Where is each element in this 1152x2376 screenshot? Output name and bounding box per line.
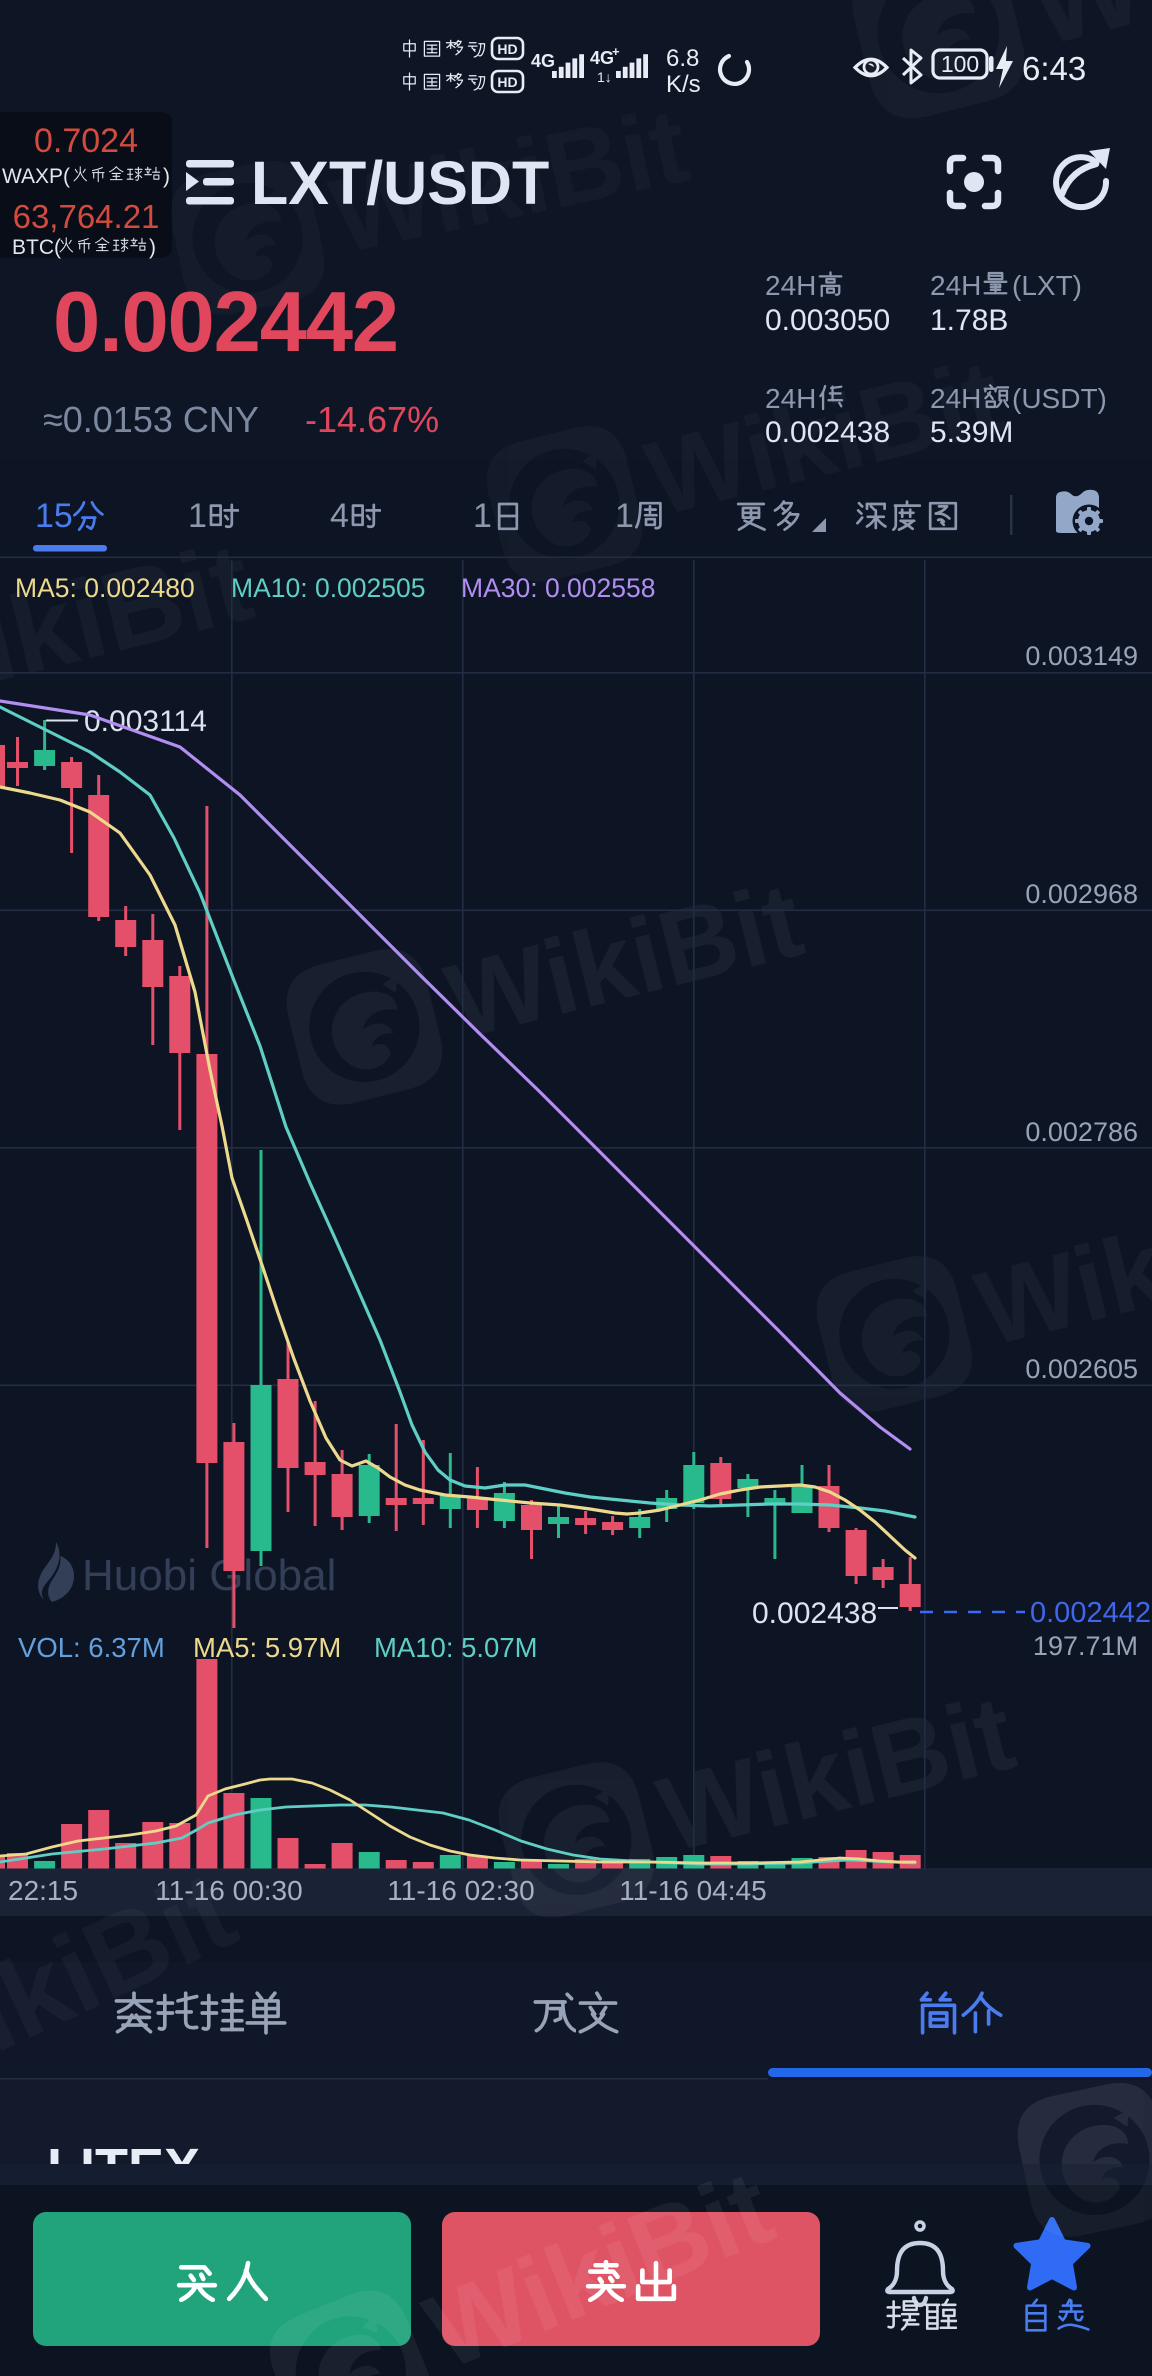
svg-text:4G: 4G — [531, 51, 555, 71]
svg-text:1.78B: 1.78B — [930, 304, 1008, 337]
svg-text:0.002442: 0.002442 — [53, 275, 398, 370]
svg-text:1: 1 — [473, 497, 492, 535]
svg-text:1: 1 — [615, 497, 634, 535]
svg-text:11-16 02:30: 11-16 02:30 — [387, 1875, 534, 1906]
svg-text:22:15: 22:15 — [8, 1875, 78, 1906]
svg-text:0.7024: 0.7024 — [34, 122, 138, 160]
svg-text:K/s: K/s — [666, 71, 701, 98]
svg-text:): ) — [163, 165, 170, 188]
svg-text:(LXT): (LXT) — [1012, 270, 1082, 301]
svg-text:-14.67%: -14.67% — [305, 399, 439, 440]
svg-text:WAXP(: WAXP( — [2, 165, 70, 188]
svg-text:24H: 24H — [930, 383, 981, 414]
svg-text:0.002438: 0.002438 — [765, 416, 890, 449]
svg-text:): ) — [149, 236, 156, 259]
svg-text:100: 100 — [941, 51, 979, 77]
svg-text:4: 4 — [330, 497, 349, 535]
svg-text:1: 1 — [188, 497, 207, 535]
svg-text:VOL: 6.37M: VOL: 6.37M — [18, 1632, 165, 1663]
svg-text:11-16 04:45: 11-16 04:45 — [619, 1875, 766, 1906]
svg-text:0.002605: 0.002605 — [1025, 1354, 1138, 1384]
svg-text:0.003149: 0.003149 — [1025, 641, 1138, 671]
svg-text:0.002438: 0.002438 — [752, 1597, 877, 1630]
svg-text:24H: 24H — [930, 270, 981, 301]
svg-text:11-16 00:30: 11-16 00:30 — [155, 1875, 302, 1906]
svg-text:24H: 24H — [765, 383, 816, 414]
svg-text:0.002786: 0.002786 — [1025, 1117, 1138, 1147]
svg-text:15: 15 — [35, 497, 73, 535]
svg-text:0.002442: 0.002442 — [1030, 1597, 1151, 1629]
svg-text:5.39M: 5.39M — [930, 416, 1013, 449]
svg-text:BTC(: BTC( — [12, 236, 61, 259]
svg-text:1↓: 1↓ — [597, 69, 612, 85]
svg-text:0.002968: 0.002968 — [1025, 879, 1138, 909]
svg-text:MA10: 0.002505: MA10: 0.002505 — [231, 573, 425, 603]
svg-text:HD: HD — [497, 41, 517, 57]
svg-text:HD: HD — [497, 74, 517, 90]
svg-text:Huobi Global: Huobi Global — [82, 1551, 336, 1600]
svg-text:+: + — [612, 44, 620, 59]
svg-text:LXT/USDT: LXT/USDT — [251, 149, 549, 217]
svg-text:197.71M: 197.71M — [1033, 1631, 1138, 1661]
svg-text:MA10: 5.07M: MA10: 5.07M — [374, 1632, 538, 1663]
svg-text:MA5: 0.002480: MA5: 0.002480 — [15, 573, 195, 603]
svg-text:63,764.21: 63,764.21 — [13, 198, 160, 235]
svg-text:≈0.0153 CNY: ≈0.0153 CNY — [43, 399, 259, 440]
svg-text:24H: 24H — [765, 270, 816, 301]
svg-text:0.003050: 0.003050 — [765, 304, 890, 337]
svg-text:6.8: 6.8 — [666, 45, 699, 72]
svg-text:4G: 4G — [590, 48, 614, 68]
svg-text:6:43: 6:43 — [1022, 50, 1086, 87]
svg-text:MA5: 5.97M: MA5: 5.97M — [193, 1632, 341, 1663]
svg-text:(USDT): (USDT) — [1012, 383, 1107, 414]
svg-text:MA30: 0.002558: MA30: 0.002558 — [461, 573, 655, 603]
